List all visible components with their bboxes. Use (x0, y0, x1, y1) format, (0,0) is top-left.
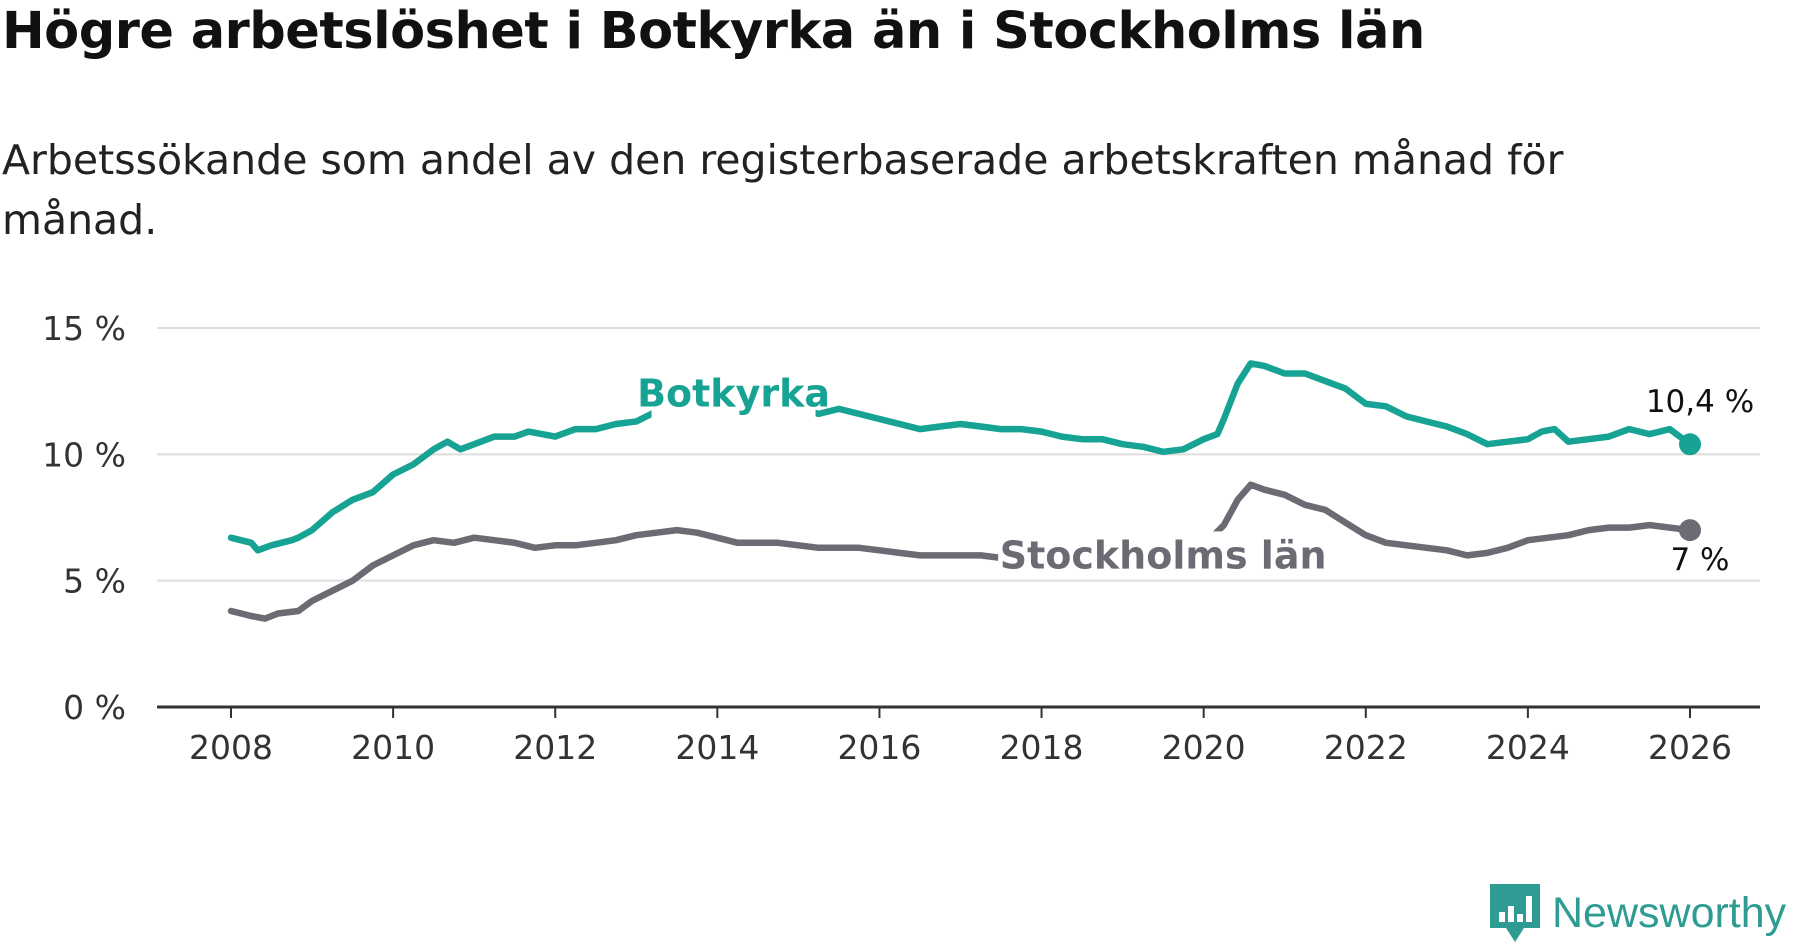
x-tick-label: 2026 (1648, 728, 1732, 767)
y-tick-label: 10 % (42, 435, 126, 474)
newsworthy-chart-icon (1490, 884, 1540, 942)
x-tick-label: 2012 (513, 728, 597, 767)
x-tick-label: 2020 (1162, 728, 1246, 767)
y-tick-label: 5 % (63, 562, 126, 601)
series-end-marker (1679, 433, 1701, 456)
y-tick-label: 15 % (42, 309, 126, 348)
series-label-backdrop (998, 531, 1329, 580)
series-label-backdrop (651, 369, 816, 418)
y-axis-tick-labels: 0 % 5 % 10 % 15 % (42, 309, 126, 727)
x-tick-label: 2022 (1324, 728, 1408, 767)
series-end-marker (1679, 519, 1701, 542)
newsworthy-logo: Newsworthy (1490, 884, 1786, 942)
x-tick-label: 2008 (189, 728, 273, 767)
x-tick-label: 2018 (1000, 728, 1084, 767)
x-tick-label: 2016 (837, 728, 921, 767)
x-tick-label: 2024 (1486, 728, 1570, 767)
series-line (227, 481, 1694, 622)
series-end-label: 7 % (1670, 542, 1729, 578)
x-axis: 2008 2010 2012 2014 2016 2018 2020 2022 2024 2026 (157, 705, 1760, 767)
chart-title: Högre arbetslöshet i Botkyrka än i Stock… (2, 2, 1425, 61)
logo-text: Newsworthy (1552, 888, 1787, 937)
series-end-label: 10,4 % (1646, 384, 1754, 420)
x-tick-label: 2014 (675, 728, 759, 767)
chart-series: 10,4 % Botkyrka 7 % Stockholms län (227, 360, 1754, 622)
chart-subtitle: Arbetssökande som andel av den registerb… (2, 136, 1564, 244)
series-name-label: Botkyrka (637, 372, 830, 416)
series-line (227, 360, 1694, 554)
series-name-label: Stockholms län (1000, 533, 1327, 577)
x-tick-label: 2010 (351, 728, 435, 767)
y-tick-label: 0 % (63, 688, 126, 727)
